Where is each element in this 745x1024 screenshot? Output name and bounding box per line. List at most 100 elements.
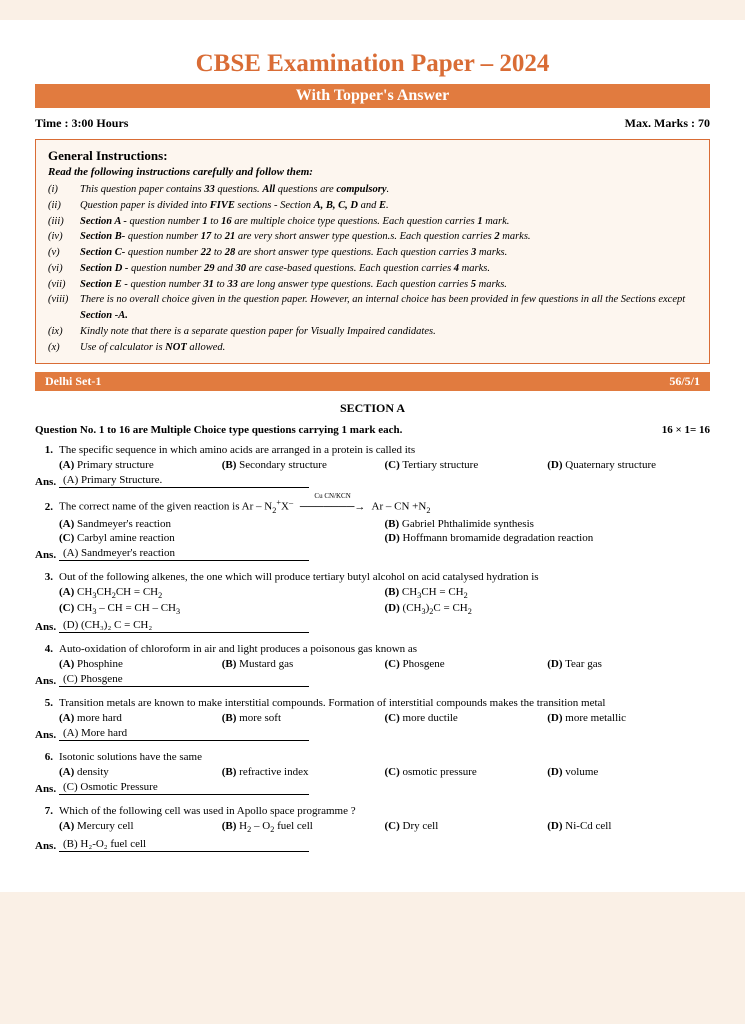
instruction-text: Question paper is divided into FIVE sect… [80, 198, 389, 214]
option: (A) Phosphine [59, 657, 222, 671]
instruction-text: Section B- question number 17 to 21 are … [80, 229, 531, 245]
options-row: (A) more hard(B) more soft(C) more ducti… [59, 711, 710, 725]
instruction-num: (viii) [48, 292, 80, 324]
instruction-num: (ix) [48, 324, 80, 340]
question-number: 3. [35, 571, 59, 583]
question: 4.Auto-oxidation of chloroform in air an… [35, 643, 710, 687]
exam-page: CBSE Examination Paper – 2024 With Toppe… [0, 20, 745, 892]
section-a-title: SECTION A [35, 401, 710, 416]
answer-row: Ans.(A) Sandmeyer's reaction [35, 547, 710, 561]
answer-label: Ans. [35, 840, 59, 852]
question-text: Isotonic solutions have the same [59, 751, 710, 763]
option: (B) Mustard gas [222, 657, 385, 671]
instruction-text: Section C- question number 22 to 28 are … [80, 245, 507, 261]
time-marks-row: Time : 3:00 Hours Max. Marks : 70 [35, 116, 710, 131]
options-row: (A) Primary structure(B) Secondary struc… [59, 458, 710, 472]
instructions-list: (i)This question paper contains 33 quest… [48, 182, 697, 355]
time-label: Time : 3:00 Hours [35, 116, 128, 131]
answer-label: Ans. [35, 549, 59, 561]
question-number: 1. [35, 444, 59, 456]
answer-row: Ans.(A) More hard [35, 727, 710, 741]
option: (A) Primary structure [59, 458, 222, 472]
options-row: (A) density(B) refractive index(C) osmot… [59, 765, 710, 779]
option: (D) (CH3)2C = CH2 [385, 601, 711, 617]
instructions-heading: General Instructions: [48, 148, 697, 164]
option: (A) Mercury cell [59, 819, 222, 835]
option: (D) volume [547, 765, 710, 779]
section-a-marks: 16 × 1= 16 [662, 424, 710, 436]
instruction-item: (viii)There is no overall choice given i… [48, 292, 697, 324]
option: (B) more soft [222, 711, 385, 725]
question-text: The correct name of the given reaction i… [59, 498, 710, 515]
instruction-item: (iii)Section A - question number 1 to 16… [48, 214, 697, 230]
instruction-text: Section D - question number 29 and 30 ar… [80, 261, 490, 277]
option: (C) more ductile [385, 711, 548, 725]
question: 1.The specific sequence in which amino a… [35, 444, 710, 488]
option: (B) refractive index [222, 765, 385, 779]
set-code: 56/5/1 [669, 374, 700, 389]
section-a-lead-text: Question No. 1 to 16 are Multiple Choice… [35, 424, 402, 436]
instruction-item: (ix)Kindly note that there is a separate… [48, 324, 697, 340]
answer-label: Ans. [35, 476, 59, 488]
instruction-text: Use of calculator is NOT allowed. [80, 340, 225, 356]
question: 7.Which of the following cell was used i… [35, 805, 710, 851]
answer-text: (B) H₂-O₂ fuel cell [59, 838, 309, 852]
answer-text: (A) Sandmeyer's reaction [59, 547, 309, 561]
answer-text: (A) Primary Structure. [59, 474, 309, 488]
question-number: 2. [35, 501, 59, 513]
answer-row: Ans.(C) Phosgene [35, 673, 710, 687]
answer-row: Ans.(D) (CH₃)₂ C = CH₂ [35, 619, 710, 633]
answer-row: Ans.(A) Primary Structure. [35, 474, 710, 488]
instruction-num: (i) [48, 182, 80, 198]
answer-text: (A) More hard [59, 727, 309, 741]
question-number: 5. [35, 697, 59, 709]
option: (A) CH3CH2CH = CH2 [59, 585, 385, 601]
marks-label: Max. Marks : 70 [625, 116, 710, 131]
options-row: (A) Mercury cell(B) H2 – O2 fuel cell(C)… [59, 819, 710, 835]
option: (B) CH3CH = CH2 [385, 585, 711, 601]
instructions-box: General Instructions: Read the following… [35, 139, 710, 364]
option: (A) more hard [59, 711, 222, 725]
option: (C) Phosgene [385, 657, 548, 671]
subtitle-band: With Topper's Answer [35, 84, 710, 108]
instruction-text: Kindly note that there is a separate que… [80, 324, 436, 340]
instruction-item: (vi)Section D - question number 29 and 3… [48, 261, 697, 277]
instructions-lead: Read the following instructions carefull… [48, 166, 697, 178]
answer-label: Ans. [35, 675, 59, 687]
question-text: The specific sequence in which amino aci… [59, 444, 710, 456]
set-band: Delhi Set-1 56/5/1 [35, 372, 710, 391]
question-number: 7. [35, 805, 59, 817]
answer-label: Ans. [35, 783, 59, 795]
options-row: (A) Phosphine(B) Mustard gas(C) Phosgene… [59, 657, 710, 671]
answer-label: Ans. [35, 621, 59, 633]
question: 6.Isotonic solutions have the same(A) de… [35, 751, 710, 795]
answer-text: (D) (CH₃)₂ C = CH₂ [59, 619, 309, 633]
option: (A) density [59, 765, 222, 779]
set-name: Delhi Set-1 [45, 374, 101, 389]
option: (B) Gabriel Phthalimide synthesis [385, 517, 711, 531]
option: (C) Tertiary structure [385, 458, 548, 472]
instruction-num: (vi) [48, 261, 80, 277]
exam-title: CBSE Examination Paper – 2024 [35, 50, 710, 78]
answer-text: (C) Phosgene [59, 673, 309, 687]
answer-row: Ans.(B) H₂-O₂ fuel cell [35, 838, 710, 852]
instruction-text: This question paper contains 33 question… [80, 182, 389, 198]
question: 5.Transition metals are known to make in… [35, 697, 710, 741]
question-number: 4. [35, 643, 59, 655]
option: (D) more metallic [547, 711, 710, 725]
instruction-item: (ii)Question paper is divided into FIVE … [48, 198, 697, 214]
answer-row: Ans.(C) Osmotic Pressure [35, 781, 710, 795]
option: (B) Secondary structure [222, 458, 385, 472]
instruction-num: (x) [48, 340, 80, 356]
question-text: Out of the following alkenes, the one wh… [59, 571, 710, 583]
option: (B) H2 – O2 fuel cell [222, 819, 385, 835]
questions-container: 1.The specific sequence in which amino a… [35, 444, 710, 851]
options-row: (A) Sandmeyer's reaction(B) Gabriel Phth… [59, 517, 710, 545]
instruction-item: (iv)Section B- question number 17 to 21 … [48, 229, 697, 245]
instruction-item: (x)Use of calculator is NOT allowed. [48, 340, 697, 356]
instruction-num: (iv) [48, 229, 80, 245]
options-row: (A) CH3CH2CH = CH2(B) CH3CH = CH2(C) CH3… [59, 585, 710, 617]
instruction-item: (vii)Section E - question number 31 to 3… [48, 277, 697, 293]
instruction-num: (ii) [48, 198, 80, 214]
option: (C) Dry cell [385, 819, 548, 835]
